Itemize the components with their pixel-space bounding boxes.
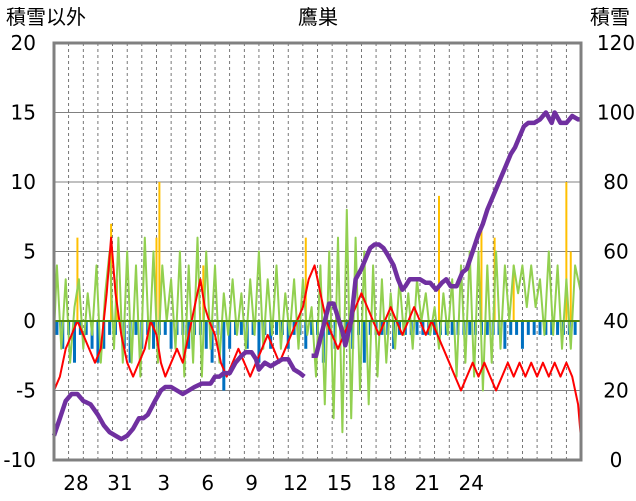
x-tick-label: 12	[283, 471, 308, 495]
y-left-tick-label: -5	[16, 379, 36, 403]
snow-depth-line	[311, 110, 581, 359]
y-left-tick-label: 20	[11, 31, 36, 55]
red-series-line	[53, 236, 582, 440]
x-tick-label: 15	[327, 471, 352, 495]
y-right-tick-label: 40	[603, 309, 628, 333]
y-left-tick-label: 0	[23, 309, 36, 333]
chart-title: 鷹巣	[298, 5, 338, 29]
y-left-tick-label: -10	[3, 448, 36, 472]
x-tick-label: 6	[201, 471, 214, 495]
y-left-tick-label: 10	[11, 170, 36, 194]
y-right-tick-label: 20	[603, 379, 628, 403]
y-right-tick-label: 120	[597, 31, 635, 55]
x-tick-label: 9	[245, 471, 258, 495]
y-right-tick-label: 80	[603, 170, 628, 194]
grid	[54, 43, 581, 460]
left-axis-title: 積雪以外	[6, 5, 86, 29]
x-tick-label: 18	[371, 471, 396, 495]
x-tick-label: 3	[157, 471, 170, 495]
x-tick-label: 28	[63, 471, 88, 495]
y-right-tick-label: 60	[603, 240, 628, 264]
y-left-tick-label: 15	[11, 101, 36, 125]
plot-area	[51, 110, 582, 442]
plot-frame	[52, 41, 583, 462]
y-right-tick-label: 0	[610, 448, 623, 472]
y-right-tick-label: 100	[597, 101, 635, 125]
y-left-tick-label: 5	[23, 240, 36, 264]
axes: 20 15 10 5 0 -5 -10 120 100 80 60 40 20 0 28 31 3 6 9 12 15 1…	[3, 31, 635, 495]
x-tick-label: 24	[458, 471, 483, 495]
green-series-line	[53, 208, 582, 434]
x-tick-label: 31	[107, 471, 132, 495]
x-tick-label: 21	[415, 471, 440, 495]
snow-depth-line	[51, 350, 306, 442]
right-axis-title: 積雪	[590, 5, 630, 29]
